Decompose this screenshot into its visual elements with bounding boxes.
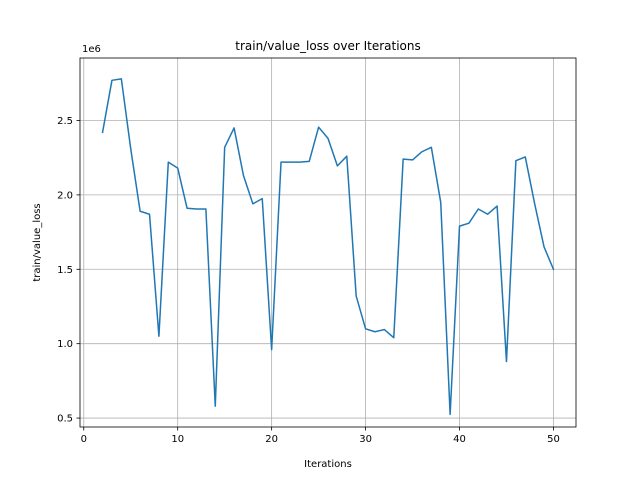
- y-tick-label: 0.5: [57, 414, 73, 425]
- x-tick-label: 10: [171, 434, 184, 445]
- series-line: [101, 78, 555, 416]
- chart-title: train/value_loss over Iterations: [235, 39, 420, 53]
- x-tick-label: 50: [547, 434, 560, 445]
- y-tick-label: 2.0: [57, 190, 73, 201]
- plot-area-frame: [79, 57, 577, 428]
- y-tick-label: 2.5: [57, 116, 73, 127]
- x-tick-label: 40: [453, 434, 466, 445]
- x-tick-label: 0: [81, 434, 87, 445]
- x-axis-label: Iterations: [304, 459, 352, 470]
- y-axis-label: train/value_loss: [32, 203, 43, 281]
- x-tick-label: 30: [359, 434, 372, 445]
- y-tick-label: 1.0: [57, 339, 73, 350]
- axis-ticks: 0 10 20 30 40 50 0.5 1.0 1.5 2.0 2.5: [57, 116, 560, 445]
- x-tick-label: 20: [265, 434, 278, 445]
- y-axis-multiplier: 1e6: [82, 44, 101, 55]
- grid-lines: [80, 58, 576, 427]
- series-layer: [101, 78, 555, 416]
- y-tick-label: 1.5: [57, 265, 73, 276]
